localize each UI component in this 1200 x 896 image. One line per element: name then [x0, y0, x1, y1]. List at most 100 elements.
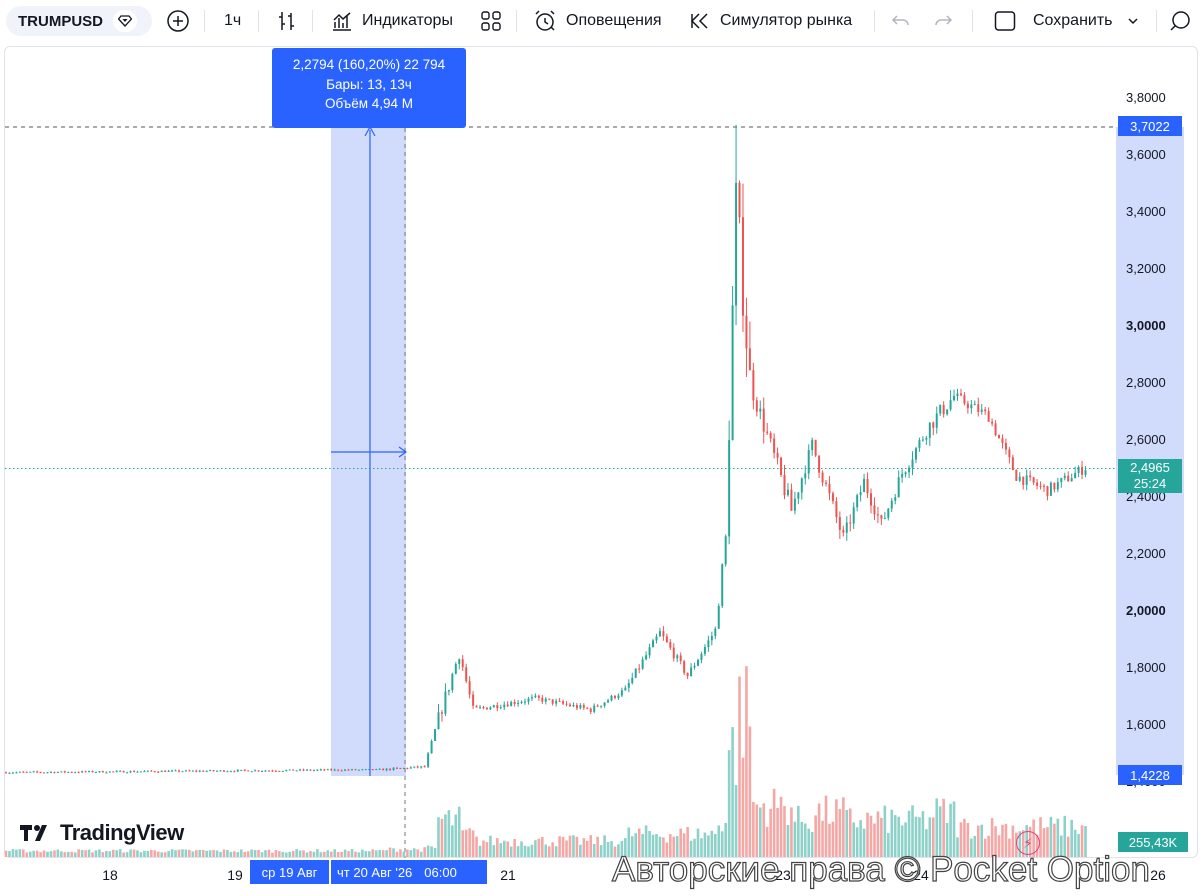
- compare-add-button[interactable]: [166, 0, 190, 42]
- candle-body: [714, 628, 717, 636]
- candle-body: [337, 769, 340, 771]
- volume-bar: [727, 750, 731, 857]
- redo-button[interactable]: [932, 0, 954, 42]
- candle-body: [977, 404, 980, 412]
- volume-bar: [1066, 836, 1070, 857]
- candle-body: [32, 771, 35, 773]
- candle-body: [399, 768, 402, 770]
- volume-bar: [700, 838, 703, 857]
- volume-bar: [1004, 823, 1008, 857]
- measure-volume: Объём 4,94 M: [324, 96, 414, 111]
- save-layout-button[interactable]: Сохранить: [994, 0, 1139, 42]
- candle-body: [1070, 478, 1073, 482]
- candle-body: [541, 697, 544, 702]
- candle-body: [46, 772, 49, 774]
- tradingview-logo[interactable]: TradingView: [18, 820, 184, 846]
- candle-body: [866, 479, 869, 494]
- volume-bar: [644, 825, 648, 857]
- candle-body: [423, 766, 426, 768]
- candle-body: [721, 564, 724, 606]
- volume-bar: [890, 809, 894, 857]
- candle-body: [776, 452, 779, 458]
- volume-bar: [336, 852, 340, 857]
- symbol-search-button[interactable]: TRUMPUSD: [6, 6, 152, 36]
- volume-bar: [350, 849, 354, 857]
- candle-body: [475, 705, 478, 708]
- chevron-down-icon[interactable]: [1127, 15, 1139, 27]
- candle-body: [1018, 476, 1021, 481]
- candle-body: [766, 431, 769, 434]
- candle-body: [932, 422, 935, 428]
- layouts-button[interactable]: [480, 0, 502, 42]
- candle-body: [306, 769, 309, 771]
- volume-bar: [77, 849, 80, 857]
- diamond-icon[interactable]: [113, 10, 137, 32]
- volume-bar: [831, 821, 835, 857]
- candle-body: [679, 655, 682, 662]
- volume-bar: [295, 849, 298, 857]
- volume-bar: [271, 852, 274, 857]
- candle-body: [254, 770, 257, 772]
- volume-bar: [18, 849, 22, 857]
- time-tick-label: 24: [913, 867, 929, 883]
- candle-body: [371, 768, 374, 770]
- volume-bar: [118, 849, 122, 857]
- candle-body: [838, 517, 841, 530]
- volume-bar: [388, 847, 392, 857]
- volume-bar: [111, 849, 115, 857]
- volume-bar: [672, 836, 676, 857]
- volume-bar: [53, 850, 56, 857]
- candle-body: [876, 514, 879, 516]
- volume-bar: [468, 828, 471, 857]
- candle-body: [482, 707, 485, 709]
- chart-pane[interactable]: [4, 46, 1198, 858]
- volume-bar: [361, 849, 364, 857]
- volume-bar: [710, 830, 714, 857]
- candle-body: [669, 641, 672, 648]
- candle-body: [395, 767, 398, 769]
- volume-bar: [897, 816, 900, 857]
- volume-bar: [956, 837, 959, 857]
- volume-bar: [329, 851, 333, 857]
- volume-bar: [724, 822, 727, 857]
- measure-tooltip: 2,2794 (160,20%) 22 794 Бары: 13, 13ч Об…: [272, 48, 466, 128]
- volume-bar: [520, 841, 523, 857]
- volume-bar: [838, 808, 842, 857]
- volume-bar: [454, 814, 458, 857]
- lightning-icon[interactable]: ⚡: [1016, 831, 1040, 855]
- volume-bar: [575, 836, 579, 857]
- quick-search-button[interactable]: [1168, 0, 1192, 42]
- volume-bar: [205, 850, 208, 857]
- candle-body: [344, 769, 347, 771]
- candle-body: [153, 771, 156, 773]
- candle-body: [1074, 472, 1077, 479]
- save-label: Сохранить: [1033, 12, 1113, 29]
- alarm-clock-icon: [535, 10, 555, 31]
- toolbar-divider: [258, 10, 259, 32]
- volume-bar: [696, 828, 700, 857]
- volume-bar: [115, 850, 119, 857]
- volume-bar: [976, 825, 980, 857]
- volume-bar: [132, 849, 136, 857]
- candle-body: [451, 673, 454, 691]
- candle-body: [243, 769, 246, 771]
- chart-type-button[interactable]: [276, 0, 298, 42]
- volume-bar: [274, 849, 278, 857]
- volume-bar: [980, 824, 984, 857]
- replay-button[interactable]: Симулятор рынка: [688, 0, 852, 42]
- volume-bar: [444, 814, 447, 857]
- interval-button[interactable]: 1ч: [224, 12, 242, 29]
- undo-button[interactable]: [890, 0, 912, 42]
- candle-body: [340, 770, 343, 772]
- candle-body: [811, 439, 814, 451]
- top-toolbar: TRUMPUSD 1ч Индикаторы Оповещения Симуля…: [0, 0, 1200, 42]
- alerts-button[interactable]: Оповещения: [532, 0, 662, 42]
- volume-bar: [921, 811, 925, 857]
- candle-body: [506, 704, 509, 707]
- indicators-button[interactable]: Индикаторы: [330, 0, 453, 42]
- volume-bar: [938, 806, 942, 857]
- volume-bar: [101, 852, 105, 857]
- candle-body: [36, 771, 39, 773]
- volume-bar: [94, 850, 98, 857]
